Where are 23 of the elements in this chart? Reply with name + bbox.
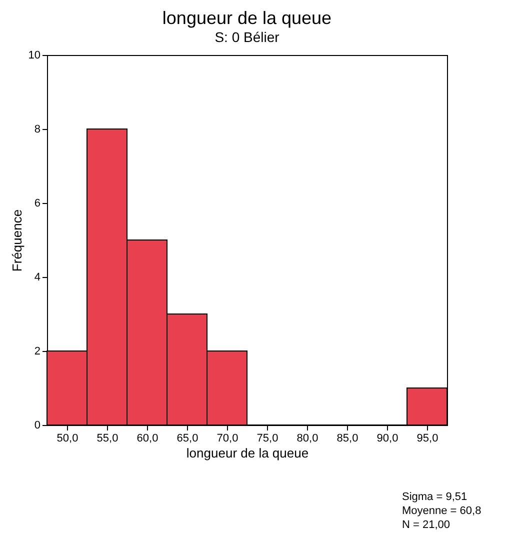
x-tick-label: 60,0 bbox=[136, 432, 158, 444]
x-tick-label: 95,0 bbox=[416, 432, 438, 444]
text: N = 21,00 bbox=[402, 518, 452, 532]
y-tick-label: 2 bbox=[34, 346, 40, 358]
x-tick-label: 80,0 bbox=[296, 432, 318, 444]
y-axis-title: Fréquence bbox=[9, 209, 24, 272]
x-tick-label: 90,0 bbox=[376, 432, 398, 444]
text: Sigma = 9,51 bbox=[402, 490, 468, 504]
x-tick-label: 85,0 bbox=[336, 432, 358, 444]
y-tick-label: 8 bbox=[34, 124, 40, 136]
x-tick-label: 65,0 bbox=[176, 432, 198, 444]
x-tick-label: 75,0 bbox=[256, 432, 278, 444]
y-tick-label: 6 bbox=[34, 198, 40, 210]
chart-subtitle: S: 0 Bélier bbox=[214, 29, 280, 45]
y-tick-label: 4 bbox=[34, 272, 40, 284]
y-tick-label: 10 bbox=[28, 50, 40, 62]
x-axis-title: longueur de la queue bbox=[186, 446, 309, 460]
x-tick-label: 50,0 bbox=[56, 432, 78, 444]
text: Moyenne = 60,8 bbox=[402, 504, 482, 518]
y-tick-label: 0 bbox=[34, 420, 40, 432]
x-tick-label: 55,0 bbox=[96, 432, 118, 444]
x-tick-label: 70,0 bbox=[216, 432, 238, 444]
chart-title: longueur de la queue bbox=[162, 8, 332, 28]
